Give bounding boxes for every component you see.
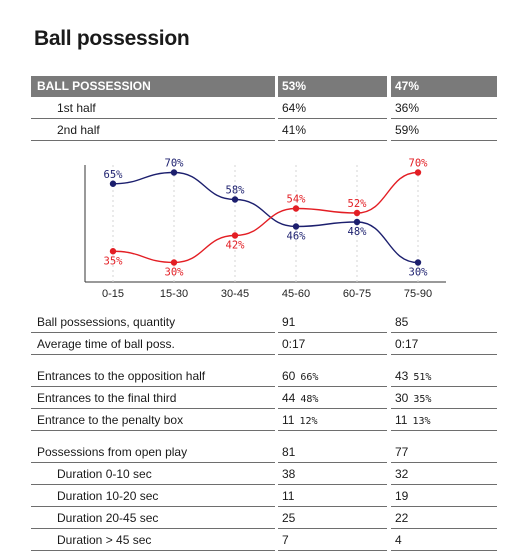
header-team2-value: 47% [391,76,497,97]
entrance-label: Entrances to the opposition half [31,366,275,387]
data-point [292,205,300,212]
duration-team2-value: 19 [391,486,497,507]
possession-header-row: BALL POSSESSION 53% 47% [31,76,497,98]
data-label: 46% [287,231,307,243]
duration-team1-value: 25 [278,508,387,529]
entrance-team1-pct: 12% [299,416,318,427]
half-team2-value: 59% [391,120,497,141]
duration-team1-value: 38 [278,464,387,485]
data-point [170,169,178,176]
entrance-row: Entrances to the opposition half 60 66% 4… [31,366,497,388]
entrance-team2-value: 11 [395,413,408,427]
data-label: 42% [226,240,246,252]
duration-label: Duration 0-10 sec [31,464,275,485]
entrance-team2-value: 43 [395,369,409,383]
half-row-2: 2nd half 41% 59% [31,120,497,142]
open-play-row: Possessions from open play 81 77 [31,442,497,464]
data-point [414,169,422,176]
x-tick-label: 15-30 [160,288,188,300]
data-label: 30% [409,267,429,279]
data-point [414,259,422,266]
duration-team1-value: 11 [278,486,387,507]
stat-label: Ball possessions, quantity [31,312,275,333]
entrance-row: Entrances to the final third 44 48% 30 35% [31,388,497,410]
half-team1-value: 41% [278,120,387,141]
data-label: 52% [348,198,368,210]
data-label: 48% [348,226,368,238]
half-label: 2nd half [31,120,275,141]
entrance-label: Entrances to the final third [31,388,275,409]
header-team1-value: 53% [278,76,387,97]
duration-label: Duration 20-45 sec [31,508,275,529]
stat-team1-value: 91 [278,312,387,333]
data-point [231,232,239,239]
open-play-team1-value: 81 [278,442,387,463]
duration-team2-value: 22 [391,508,497,529]
x-tick-label: 75-90 [404,288,432,300]
entrance-team1-value: 11 [282,413,295,427]
data-point [170,259,178,266]
duration-label: Duration > 45 sec [31,530,275,551]
data-point [353,218,361,226]
entrance-team2-pct: 51% [413,372,432,383]
entrance-team1-pct: 66% [300,372,319,383]
half-row-1: 1st half 64% 36% [31,98,497,120]
header-label: BALL POSSESSION [31,76,275,97]
duration-row: Duration > 45 sec 7 4 [31,530,497,552]
entrance-team1-value: 44 [282,391,296,405]
data-point [109,248,117,255]
stat-row: Average time of ball poss. 0:17 0:17 [31,334,497,356]
half-team2-value: 36% [391,98,497,119]
entrance-team1-value: 60 [282,369,296,383]
data-label: 58% [226,185,246,197]
x-tick-label: 60-75 [343,288,371,300]
data-label: 35% [104,255,124,267]
data-label: 70% [409,158,429,170]
stat-team2-value: 85 [391,312,497,333]
data-point [109,180,117,187]
open-play-team2-value: 77 [391,442,497,463]
entrance-team1-pct: 48% [300,394,319,405]
x-tick-label: 0-15 [102,288,124,300]
data-label: 70% [165,158,185,170]
stat-row: Ball possessions, quantity 91 85 [31,312,497,334]
stat-team2-value: 0:17 [391,334,497,355]
half-label: 1st half [31,98,275,119]
entrance-team2-pct: 13% [412,416,431,427]
duration-row: Duration 0-10 sec 38 32 [31,464,497,486]
page-title: Ball possession [34,27,190,50]
data-point [292,223,300,230]
duration-team1-value: 7 [278,530,387,551]
duration-label: Duration 10-20 sec [31,486,275,507]
x-tick-label: 45-60 [282,288,310,300]
entrance-team2-value: 30 [395,391,409,405]
data-point [231,196,239,203]
entrance-team2-pct: 35% [413,394,432,405]
duration-team2-value: 4 [391,530,497,551]
entrance-row: Entrance to the penalty box 11 12% 11 13% [31,410,497,432]
stat-team1-value: 0:17 [278,334,387,355]
entrance-label: Entrance to the penalty box [31,410,275,431]
series-line [112,171,419,264]
series-line [112,171,419,264]
data-label: 65% [104,169,124,181]
half-team1-value: 64% [278,98,387,119]
duration-row: Duration 10-20 sec 11 19 [31,486,497,508]
stat-label: Average time of ball poss. [31,334,275,355]
duration-team2-value: 32 [391,464,497,485]
x-tick-label: 30-45 [221,288,249,300]
data-label: 54% [287,194,307,206]
data-label: 30% [165,267,185,279]
data-point [353,209,361,217]
open-play-label: Possessions from open play [31,442,275,463]
duration-row: Duration 20-45 sec 25 22 [31,508,497,530]
